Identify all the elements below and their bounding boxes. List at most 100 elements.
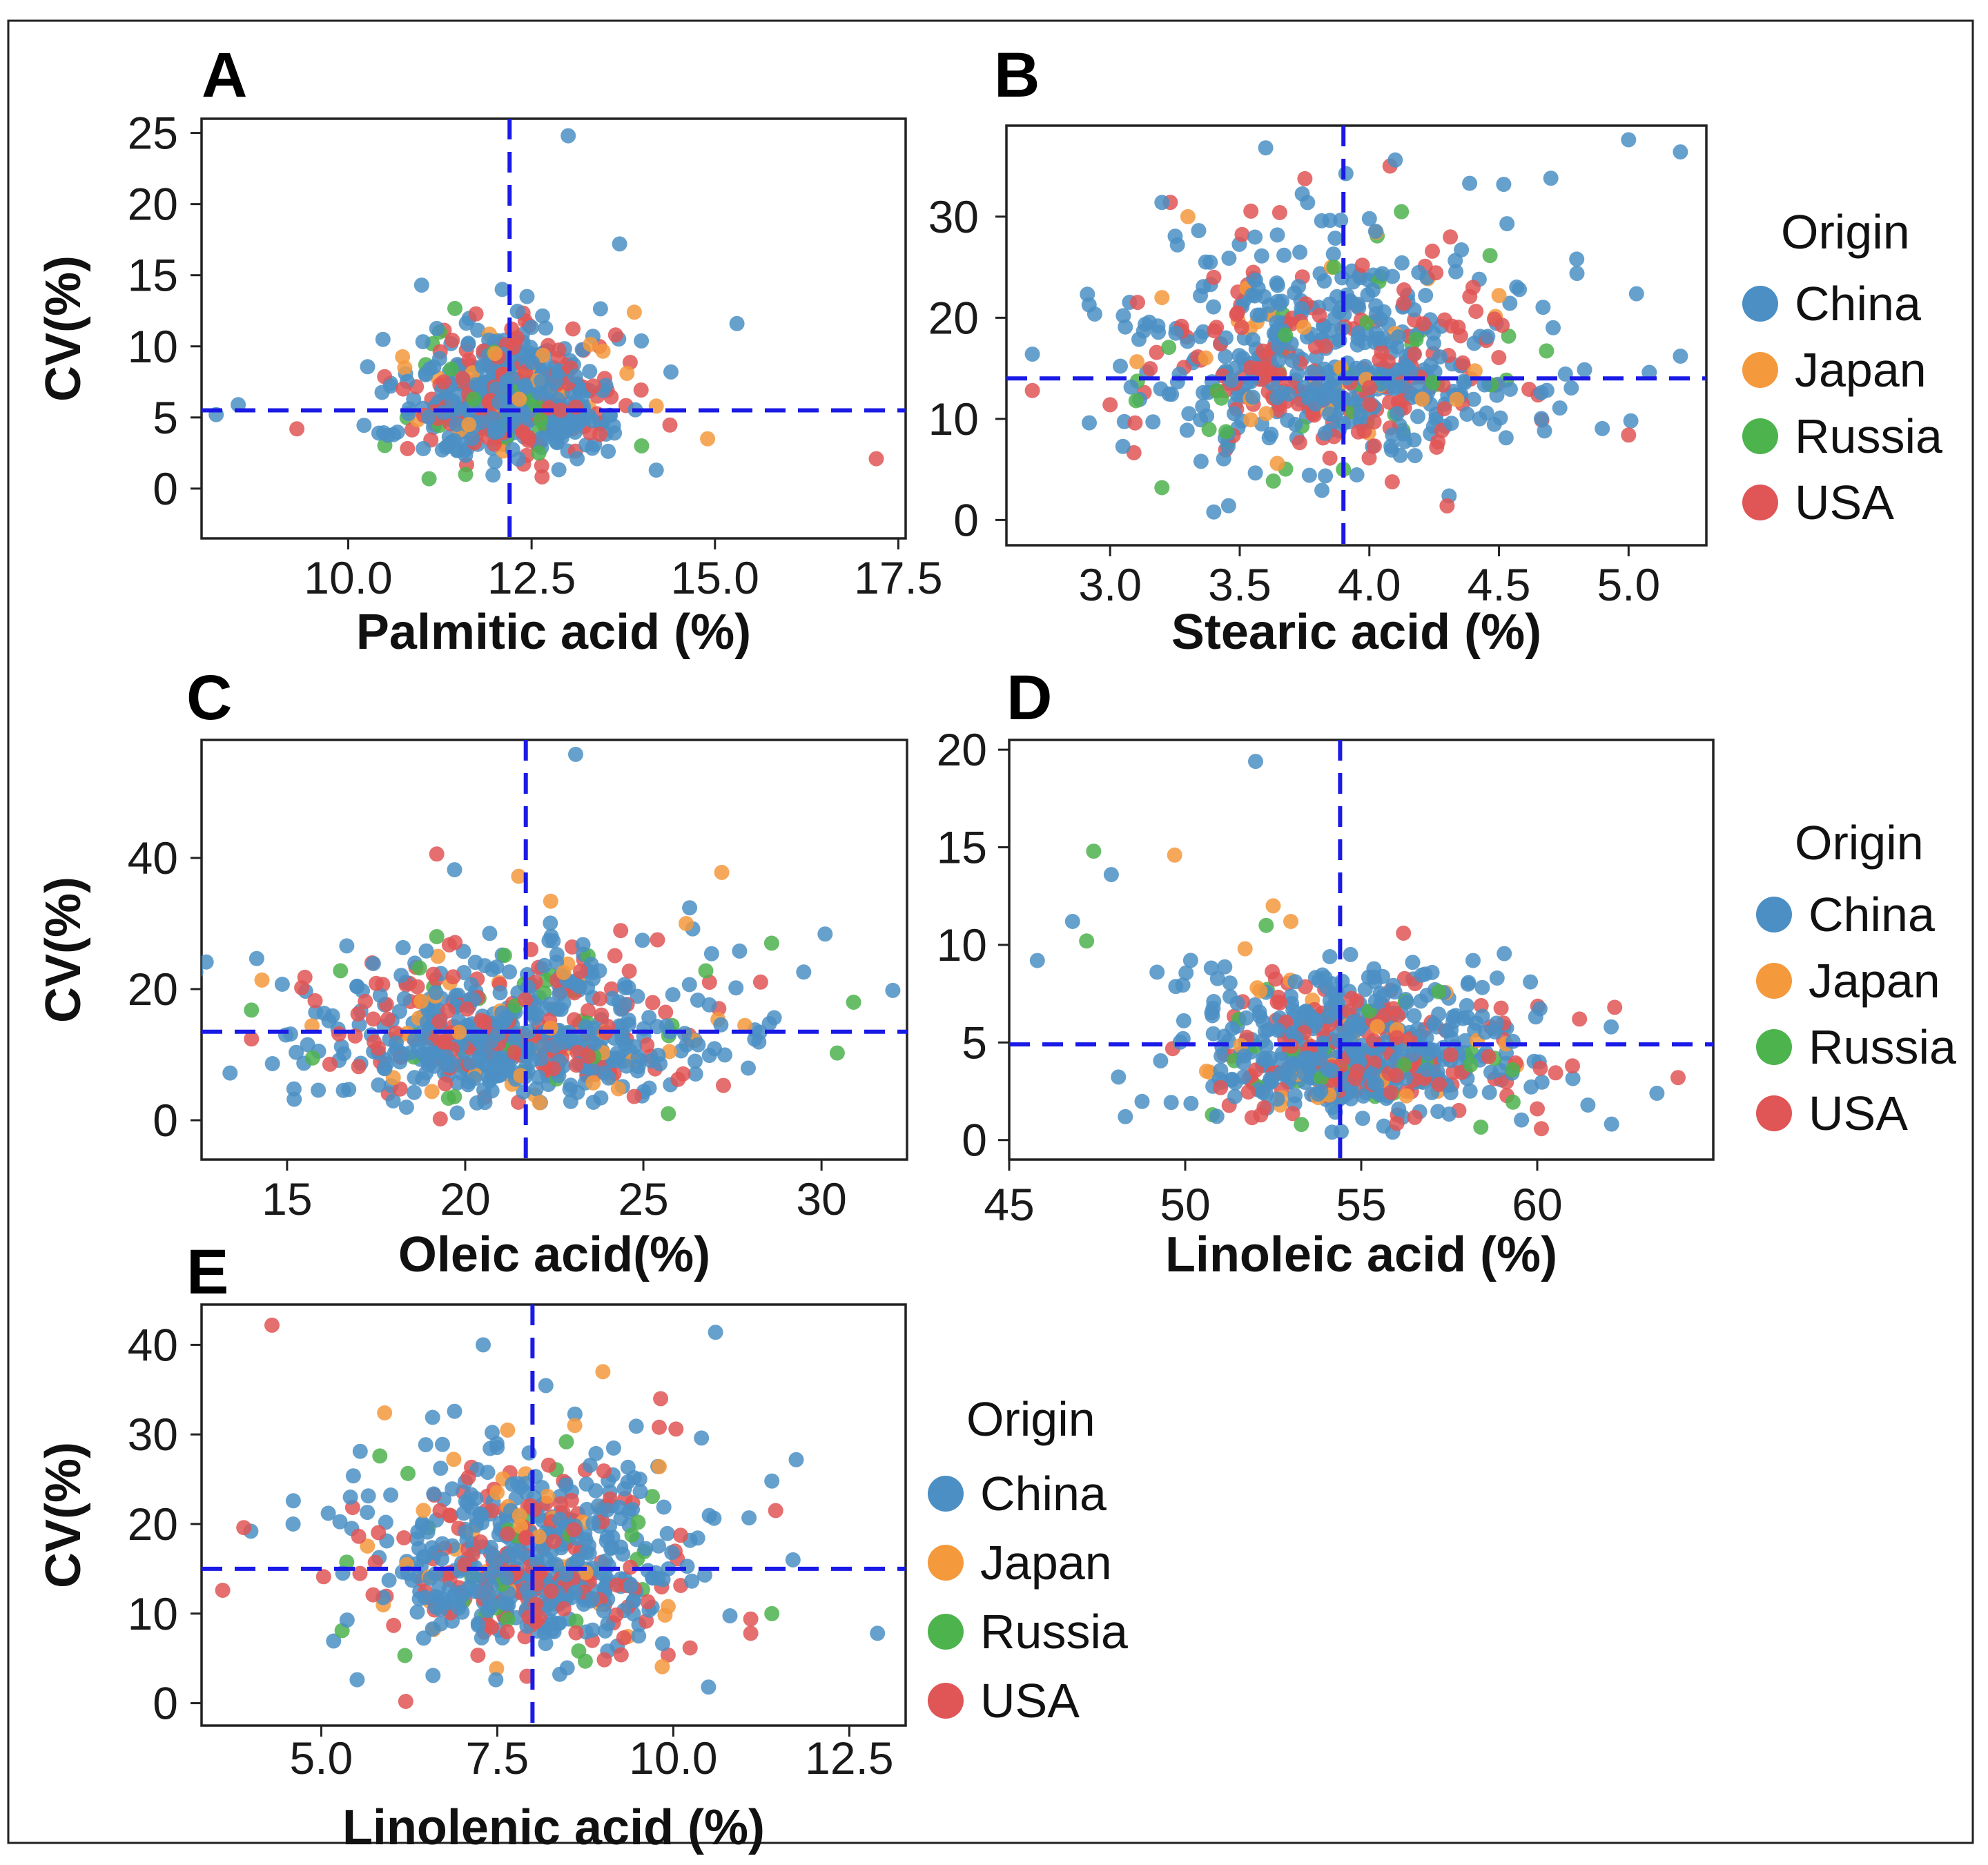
point-usa xyxy=(1234,320,1249,335)
point-japan xyxy=(556,965,572,980)
point-usa xyxy=(594,1007,610,1023)
point-china xyxy=(1191,223,1207,239)
point-china xyxy=(1366,969,1382,985)
point-japan xyxy=(1265,898,1281,914)
point-usa xyxy=(459,1001,475,1017)
point-china xyxy=(462,1055,478,1071)
point-usa xyxy=(1416,316,1432,332)
point-usa xyxy=(1207,323,1222,339)
point-china xyxy=(1321,406,1337,422)
point-china xyxy=(416,1630,431,1646)
point-usa xyxy=(1240,1084,1256,1100)
point-china xyxy=(1432,349,1448,365)
point-china xyxy=(621,1012,636,1028)
point-japan xyxy=(1283,914,1298,929)
point-china xyxy=(1481,1084,1497,1100)
point-russia xyxy=(1086,843,1102,859)
point-china xyxy=(1466,335,1482,351)
point-china xyxy=(525,355,540,371)
point-usa xyxy=(244,1031,260,1047)
point-japan xyxy=(500,1422,516,1438)
point-japan xyxy=(451,1024,467,1040)
point-japan xyxy=(540,1488,555,1504)
point-china xyxy=(729,315,745,331)
point-china xyxy=(395,939,411,955)
point-russia xyxy=(1431,984,1447,999)
point-usa xyxy=(682,1640,698,1656)
legend-swatch-china xyxy=(1742,286,1778,322)
point-china xyxy=(1569,251,1585,267)
x-tick-label: 30 xyxy=(796,1173,846,1224)
point-china xyxy=(628,1418,644,1434)
x-tick-label: 55 xyxy=(1336,1179,1386,1230)
point-japan xyxy=(416,1503,431,1519)
point-china xyxy=(464,431,480,447)
point-china xyxy=(507,1032,523,1048)
point-china xyxy=(349,1672,365,1688)
point-china xyxy=(1318,468,1334,484)
point-usa xyxy=(386,1617,402,1633)
point-china xyxy=(1390,329,1406,345)
point-china xyxy=(1196,384,1211,400)
point-usa xyxy=(1377,1008,1392,1024)
point-china xyxy=(1604,1019,1619,1035)
point-usa xyxy=(1149,344,1164,360)
point-china xyxy=(480,1603,496,1619)
point-china xyxy=(567,1406,583,1422)
point-china xyxy=(1404,1047,1420,1063)
point-china xyxy=(1118,1109,1133,1124)
point-china xyxy=(1313,1083,1329,1099)
panel-label: E xyxy=(186,1237,228,1307)
point-usa xyxy=(367,1554,383,1570)
point-usa xyxy=(616,1630,632,1646)
point-china xyxy=(1552,400,1568,416)
point-china xyxy=(1329,991,1345,1007)
point-china xyxy=(1418,288,1434,303)
point-usa xyxy=(351,1059,367,1075)
point-usa xyxy=(499,1624,515,1640)
point-usa xyxy=(534,458,549,473)
point-china xyxy=(1431,1006,1447,1022)
point-russia xyxy=(1396,1057,1412,1073)
point-usa xyxy=(396,1530,412,1545)
point-japan xyxy=(487,346,503,362)
point-china xyxy=(741,1510,757,1526)
point-china xyxy=(1227,1088,1242,1104)
legend-label-russia: Russia xyxy=(1795,409,1942,463)
point-russia xyxy=(1209,383,1225,399)
point-china xyxy=(1457,375,1473,391)
point-china xyxy=(1496,177,1512,193)
point-japan xyxy=(511,391,527,407)
point-china xyxy=(764,1473,780,1489)
panel-a: 10.0 12.5 15.0 17.5 0 5 10 15 20 25 Palmitic acid … xyxy=(36,40,943,660)
point-china xyxy=(1182,953,1198,968)
point-usa xyxy=(1024,382,1040,398)
point-usa xyxy=(553,402,569,418)
point-russia xyxy=(1505,1094,1521,1110)
point-china xyxy=(1263,1071,1278,1087)
point-usa xyxy=(445,969,461,985)
y-tick-label: 0 xyxy=(953,494,979,545)
point-usa xyxy=(307,993,323,1008)
point-china xyxy=(332,1514,348,1530)
point-russia xyxy=(1463,1057,1479,1073)
point-china xyxy=(521,1024,536,1039)
point-china xyxy=(444,393,460,409)
point-usa xyxy=(351,1528,367,1544)
point-china xyxy=(1205,1026,1221,1042)
point-russia xyxy=(846,995,861,1010)
point-usa xyxy=(623,1559,639,1575)
point-japan xyxy=(304,1018,320,1034)
point-china xyxy=(567,424,583,440)
point-usa xyxy=(1361,450,1377,466)
point-china xyxy=(360,1488,376,1504)
point-japan xyxy=(489,1661,505,1677)
x-tick-label: 12.5 xyxy=(487,552,576,603)
legend-label-usa: USA xyxy=(1809,1086,1908,1140)
point-china xyxy=(536,957,552,973)
point-china xyxy=(341,1082,357,1097)
point-china xyxy=(418,1437,433,1453)
point-china xyxy=(1492,410,1508,426)
point-china xyxy=(1563,380,1579,396)
point-china xyxy=(527,1469,543,1484)
